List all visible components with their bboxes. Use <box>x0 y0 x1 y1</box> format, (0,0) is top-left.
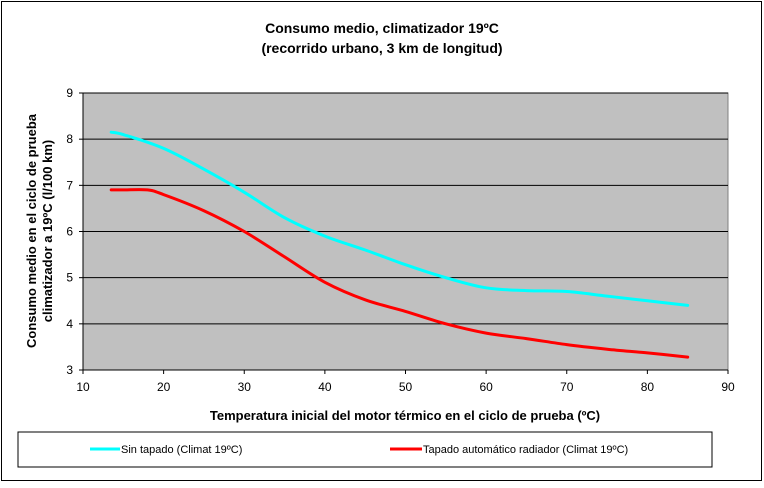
series-line-tapado <box>109 188 690 359</box>
y-tick-label: 8 <box>66 132 73 146</box>
axis-ticks: 3 4 5 6 7 8 9 10 20 30 40 50 60 70 80 90 <box>66 86 735 394</box>
legend-label-tapado: Tapado automático radiador (Climat 19ºC) <box>423 444 628 456</box>
y-axis-title-line1: Consumo medio en el ciclo de prueba <box>24 113 39 348</box>
y-tick-label: 4 <box>66 317 73 331</box>
x-tick-label: 90 <box>721 380 735 394</box>
legend-box <box>17 431 713 468</box>
x-tick-label: 40 <box>318 380 332 394</box>
chart-subtitle: (recorrido urbano, 3 km de longitud) <box>261 40 502 56</box>
x-tick-label: 60 <box>479 380 493 394</box>
gridlines <box>83 92 728 325</box>
y-tick-label: 5 <box>66 271 73 285</box>
series-lines <box>109 130 690 359</box>
x-tick-label: 50 <box>399 380 413 394</box>
series-line-sin-tapado <box>109 130 690 307</box>
x-tick-label: 10 <box>76 380 90 394</box>
y-axis-title-line2: climatizador a 19ºC (l/100 km) <box>40 140 55 323</box>
x-tick-label: 80 <box>641 380 655 394</box>
x-tick-label: 20 <box>157 380 171 394</box>
chart-title: Consumo medio, climatizador 19ºC <box>265 20 499 36</box>
y-tick-label: 9 <box>66 86 73 100</box>
x-tick-label: 70 <box>560 380 574 394</box>
legend-label-sin-tapado: Sin tapado (Climat 19ºC) <box>121 444 242 456</box>
y-tick-label: 7 <box>66 178 73 192</box>
x-axis-title: Temperatura inicial del motor térmico en… <box>210 408 600 423</box>
y-tick-label: 3 <box>66 363 73 377</box>
y-tick-label: 6 <box>66 225 73 239</box>
x-tick-label: 30 <box>238 380 252 394</box>
